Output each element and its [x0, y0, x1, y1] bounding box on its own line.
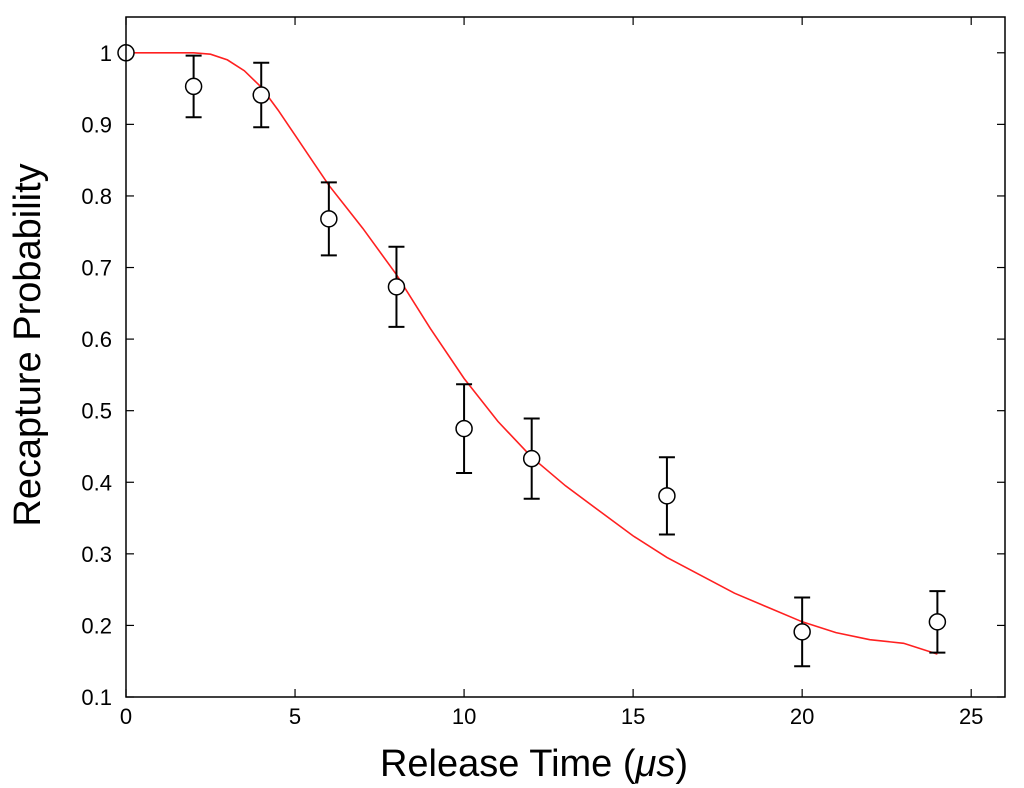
x-axis-title: Release Time (μs)	[380, 743, 688, 785]
x-tick-labels: 0 5 10 15 20 25	[120, 704, 984, 729]
x-tick-label: 20	[790, 704, 814, 729]
plot-frame	[125, 16, 1006, 698]
x-axis-title-text: Release Time (	[380, 743, 636, 785]
y-tick-labels: 0.1 0.2 0.3 0.4 0.5 0.6 0.7 0.8 0.9 1	[81, 41, 112, 710]
y-tick-label: 0.9	[81, 112, 112, 137]
fit-curve-line	[126, 51, 938, 655]
data-point	[928, 613, 947, 631]
data-point	[387, 278, 406, 296]
x-tick-label: 25	[959, 704, 983, 729]
data-point	[184, 77, 203, 96]
data-point	[793, 623, 811, 641]
y-tick-label: 0.6	[81, 327, 112, 352]
y-tick-label: 0.1	[81, 685, 112, 710]
fit-curve	[126, 51, 938, 655]
data-point	[455, 419, 473, 438]
x-axis-title-unit: μs	[635, 743, 676, 785]
y-tick-label: 0.3	[81, 542, 112, 567]
y-tick-label: 0.7	[81, 256, 112, 281]
data-point	[658, 487, 676, 505]
plot-background	[126, 17, 1005, 697]
data-point	[522, 449, 541, 468]
y-tick-label: 0.2	[81, 613, 112, 638]
y-tick-label: 1	[100, 41, 112, 66]
y-tick-label: 0.8	[81, 184, 112, 209]
y-axis-title: Recapture Probability	[7, 163, 49, 526]
x-tick-label: 10	[452, 704, 476, 729]
x-tick-label: 15	[621, 704, 645, 729]
x-tick-label: 5	[289, 704, 301, 729]
x-axis-title-close: )	[675, 743, 688, 785]
x-tick-label: 0	[120, 704, 132, 729]
data-point	[320, 210, 338, 228]
y-tick-label: 0.5	[81, 399, 112, 424]
data-point	[252, 86, 270, 104]
y-tick-label: 0.4	[81, 470, 112, 495]
